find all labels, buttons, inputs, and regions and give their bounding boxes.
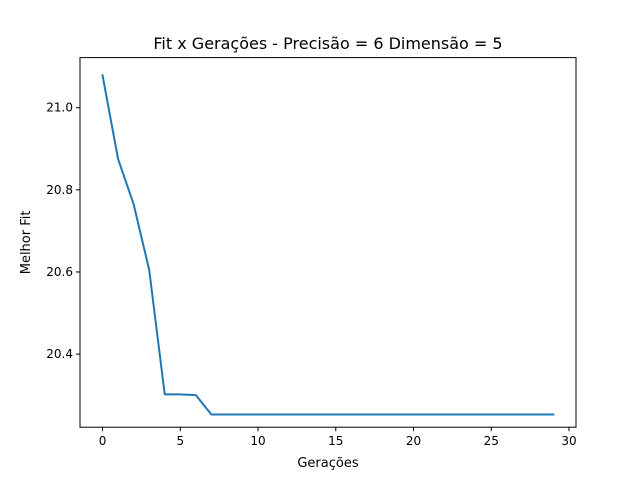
chart-title: Fit x Gerações - Precisão = 6 Dimensão =…: [153, 34, 502, 53]
x-tick-label: 15: [328, 434, 343, 448]
x-tick-label: 5: [176, 434, 184, 448]
x-tick-label: 30: [561, 434, 576, 448]
series-line: [101, 74, 555, 416]
x-tick-label: 25: [484, 434, 499, 448]
y-tick-label: 21.0: [46, 101, 73, 115]
x-axis-label: Gerações: [297, 456, 358, 471]
y-axis: 20.4 20.6 20.8 21.0: [46, 101, 80, 361]
y-axis-label: Melhor Fit: [19, 211, 34, 275]
x-tick-label: 10: [250, 434, 265, 448]
x-tick-label: 0: [99, 434, 107, 448]
y-tick-label: 20.6: [46, 265, 73, 279]
y-tick-label: 20.8: [46, 183, 73, 197]
x-axis: 0 5 10 15 20 25 30: [99, 427, 577, 448]
plot-area-frame: [79, 57, 577, 428]
series-layer: [101, 74, 555, 416]
y-tick-label: 20.4: [46, 347, 73, 361]
x-tick-label: 20: [406, 434, 421, 448]
